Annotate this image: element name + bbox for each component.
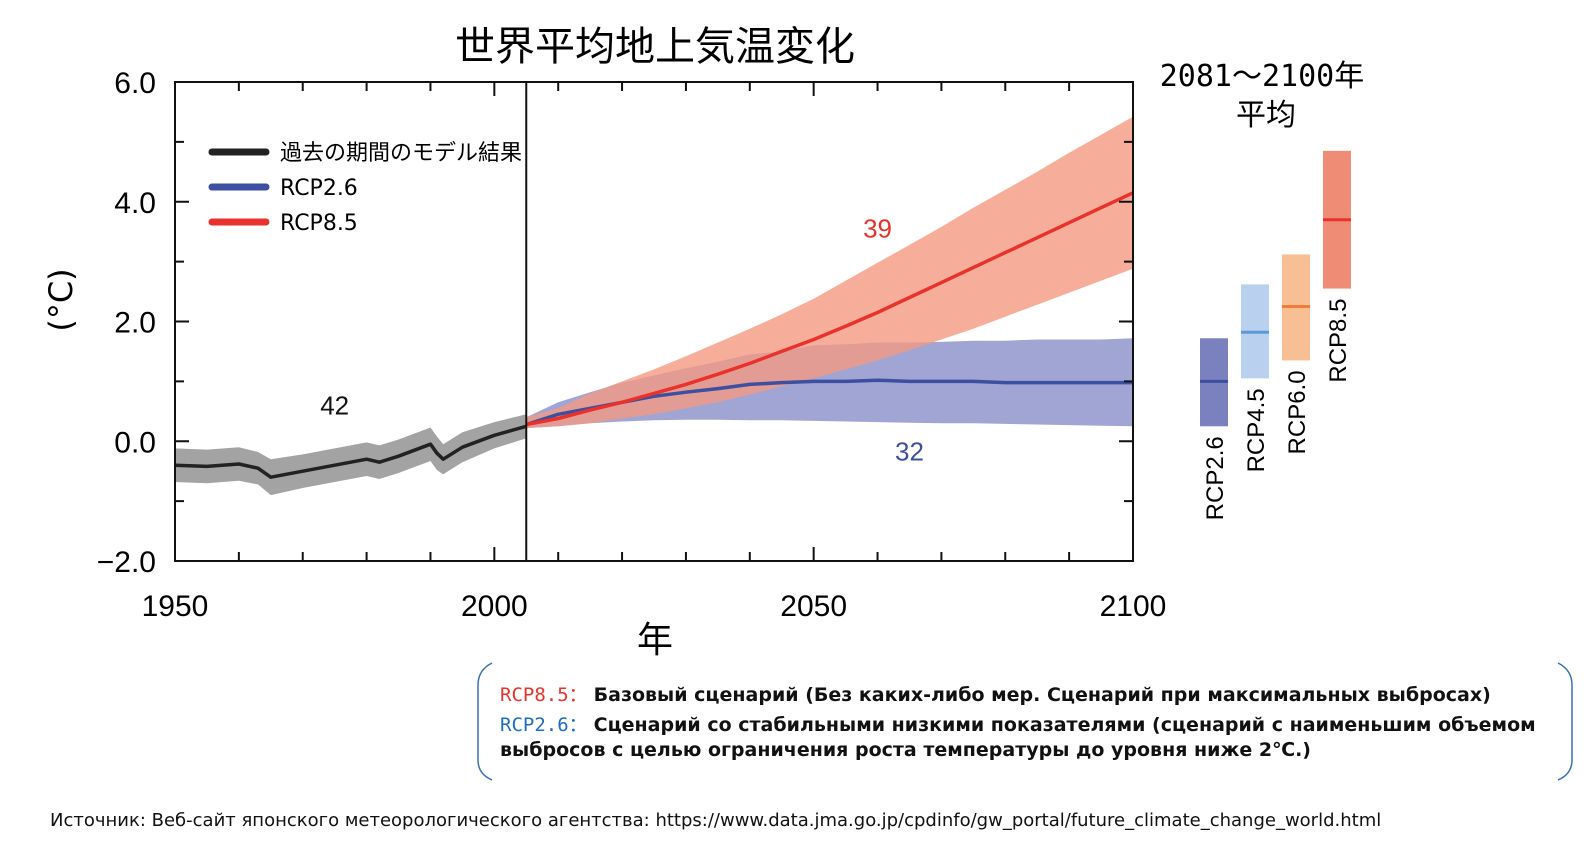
- x-tick-label: 1950: [142, 590, 209, 623]
- side-bars: RCP2.6 RCP4.5 RCP6.0 RCP8.5: [1200, 150, 1352, 520]
- note-rcp26-text: Сценарий со стабильными низкими показате…: [593, 714, 1536, 736]
- member-count-label-RCP2.6: 32: [895, 436, 924, 466]
- legend-label-RCP8.5: RCP8.5: [280, 211, 358, 236]
- side-bar-label-RCP2.6: RCP2.6: [1202, 436, 1229, 520]
- series-band-RCP8.5: [526, 116, 1133, 429]
- y-tick-label: −2.0: [97, 546, 156, 579]
- x-tick-label: 2000: [461, 590, 528, 623]
- series-line-過去の期間のモデル結果: [174, 424, 527, 479]
- series-band-過去の期間のモデル結果: [175, 414, 527, 496]
- side-bars-title-line2: 平均: [1236, 98, 1296, 133]
- axes: 1950 2000 2050 2100 −2.0 0.0 2.0 4.0 6.0: [97, 67, 1167, 623]
- plot-area: 42 32 39: [174, 116, 1134, 496]
- note-rcp26-continued: выбросов с целью ограничения роста темпе…: [500, 739, 1311, 761]
- notes-right-bracket: [1557, 662, 1573, 781]
- member-count-label-RCP8.5: 39: [863, 214, 892, 244]
- side-bar-label-RCP4.5: RCP4.5: [1243, 388, 1270, 472]
- chart-title: 世界平均地上気温変化: [455, 24, 855, 70]
- x-axis-label: 年: [637, 620, 673, 661]
- note-rcp85-key: RCP8.5：: [500, 684, 588, 706]
- side-bars-title-line1: 2081〜2100年: [1160, 59, 1365, 94]
- side-bar-label-RCP6.0: RCP6.0: [1284, 370, 1311, 454]
- note-rcp26-key: RCP2.6：: [500, 714, 588, 736]
- note-rcp85-text: Базовый сценарий (Без каких-либо мер. Сц…: [593, 684, 1491, 706]
- member-count-label-過去の期間のモデル結果: 42: [320, 390, 349, 420]
- scenario-notes: RCP8.5： Базовый сценарий (Без каких-либо …: [480, 672, 1576, 790]
- legend-label-過去の期間のモデル結果: 過去の期間のモデル結果: [280, 141, 522, 166]
- series-line-RCP8.5: [525, 191, 1134, 427]
- y-tick-label: 0.0: [114, 426, 156, 459]
- note-rcp26: RCP2.6： Сценарий со стабильными низкими п…: [500, 710, 1536, 737]
- notes-left-bracket: [477, 662, 493, 781]
- y-axis-label: (°C): [42, 268, 80, 331]
- legend-label-RCP2.6: RCP2.6: [280, 176, 358, 201]
- y-tick-label: 4.0: [114, 187, 156, 220]
- x-tick-label: 2100: [1100, 590, 1167, 623]
- y-tick-label: 2.0: [114, 307, 156, 340]
- legend: 過去の期間のモデル結果 RCP2.6 RCP8.5: [208, 141, 522, 236]
- source-credit: Источник: Веб-сайт японского метеорологи…: [50, 810, 1382, 831]
- x-tick-label: 2050: [780, 590, 847, 623]
- note-rcp85: RCP8.5： Базовый сценарий (Без каких-либо …: [500, 680, 1491, 707]
- y-tick-label: 6.0: [114, 67, 156, 100]
- side-bar-label-RCP8.5: RCP8.5: [1325, 299, 1352, 383]
